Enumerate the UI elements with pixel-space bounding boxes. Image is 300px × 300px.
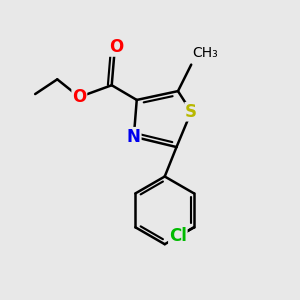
- Text: N: N: [127, 128, 141, 146]
- Text: CH₃: CH₃: [193, 46, 218, 60]
- Text: Cl: Cl: [169, 227, 187, 245]
- Text: O: O: [109, 38, 123, 56]
- Text: S: S: [185, 103, 197, 121]
- Text: O: O: [72, 88, 86, 106]
